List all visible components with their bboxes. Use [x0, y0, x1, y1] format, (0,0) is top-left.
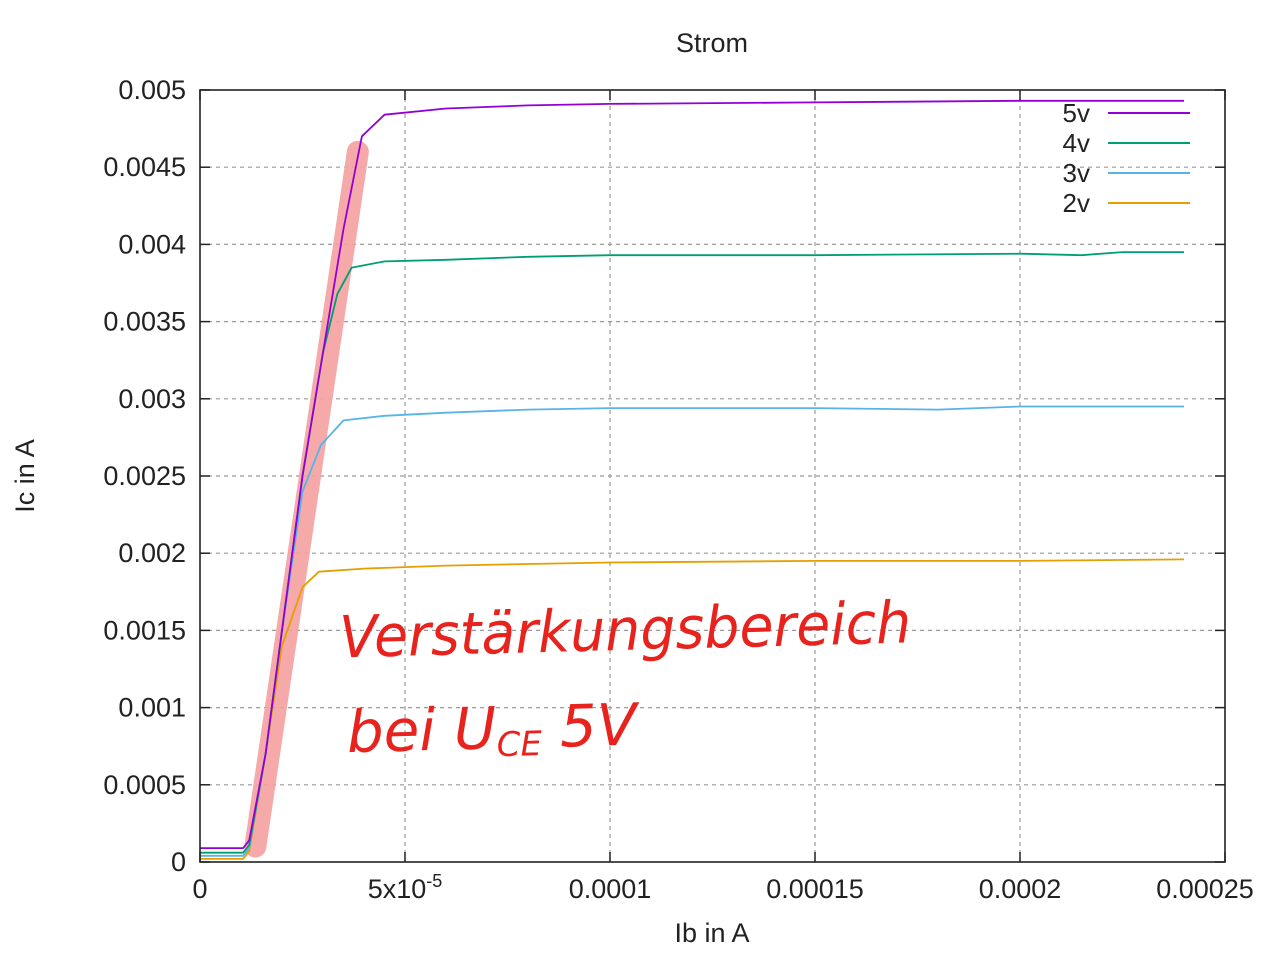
annotation-line-1: Verstärkungsbereich [338, 588, 912, 671]
handwritten-annotation: Verstärkungsbereich bei UCE 5V [338, 588, 912, 769]
y-tick-label: 0.0035 [103, 307, 186, 337]
legend-label-3v: 3v [1063, 158, 1090, 188]
y-tick-label: 0.001 [118, 693, 186, 723]
y-tick-label: 0.003 [118, 384, 186, 414]
y-axis-label: Ic in A [10, 439, 40, 513]
x-tick-label: 0 [192, 874, 207, 904]
x-axis-ticks: 0 5x10-5 0.0001 0.00015 0.0002 0.00025 [192, 90, 1254, 904]
y-tick-label: 0.0005 [103, 770, 186, 800]
highlight-band [244, 140, 369, 858]
y-tick-label: 0 [171, 847, 186, 877]
annotation-line-2-end: 5V [541, 690, 642, 761]
y-tick-label: 0.0015 [103, 615, 186, 645]
x-tick-label: 0.0001 [569, 874, 652, 904]
x-axis-label: Ib in A [674, 918, 749, 948]
x-tick-label: 5x10-5 [368, 871, 443, 904]
annotation-line-2-start: bei U [346, 694, 497, 766]
series-layer [200, 99, 1185, 860]
series-line-5v [200, 99, 1184, 849]
x-tick-label: 0.00025 [1156, 874, 1254, 904]
highlight-stroke [244, 140, 369, 858]
y-axis-ticks: 0 0.0005 0.001 0.0015 0.002 0.0025 0.003 0.0035… [103, 75, 1225, 877]
x-tick-label: 0.00015 [766, 874, 864, 904]
y-tick-label: 0.0045 [103, 152, 186, 182]
x-tick-label: 0.0002 [979, 874, 1062, 904]
y-tick-label: 0.0025 [103, 461, 186, 491]
legend-label-5v: 5v [1063, 98, 1090, 128]
gridlines [200, 90, 1225, 862]
annotation-line-2: bei UCE 5V [346, 690, 642, 769]
annotation-subscript: CE [496, 724, 543, 765]
chart-title: Strom [676, 28, 748, 58]
legend-label-2v: 2v [1063, 188, 1090, 218]
y-tick-label: 0.005 [118, 75, 186, 105]
legend-label-4v: 4v [1063, 128, 1090, 158]
y-tick-label: 0.004 [118, 229, 186, 259]
y-tick-label: 0.002 [118, 538, 186, 568]
